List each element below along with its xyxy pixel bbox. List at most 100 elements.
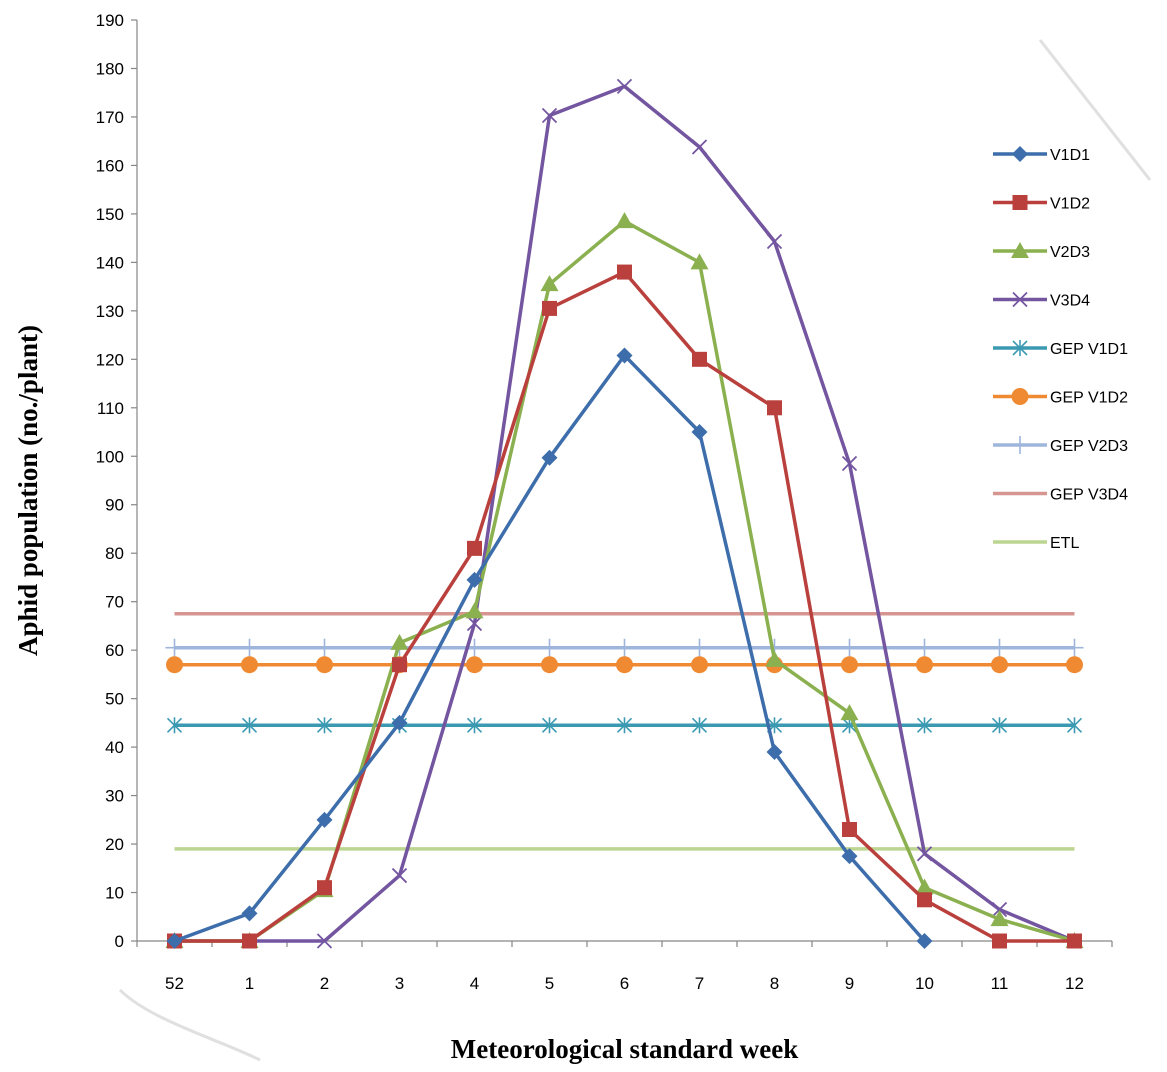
y-tick-label: 160	[96, 156, 124, 175]
y-tick-label: 140	[96, 253, 124, 272]
data-point-v3d4	[466, 615, 483, 632]
data-point-gep-v1d1	[616, 717, 633, 734]
legend-item-v2d3: V2D3	[993, 242, 1090, 261]
data-point-gep-v1d1	[241, 717, 258, 734]
series-gep-v1d1	[166, 717, 1083, 734]
data-point-v1d1	[316, 811, 333, 828]
data-point-gep-v1d1	[541, 717, 558, 734]
y-tick-label: 180	[96, 59, 124, 78]
data-point-v1d2	[617, 264, 632, 280]
data-point-gep-v1d1	[916, 717, 933, 734]
legend-label: V3D4	[1050, 293, 1090, 310]
y-tick-label: 100	[96, 447, 124, 466]
legend: V1D1 V1D2 V2D3 V3D4 GEP V1D1 GEP V1D2 GEP V2D3…	[993, 146, 1128, 552]
watermark	[118, 39, 1152, 1062]
data-point-gep-v2d3	[540, 638, 559, 657]
data-point-gep-v1d2	[1066, 656, 1083, 674]
data-point-gep-v1d1	[166, 717, 183, 734]
legend-marker	[1011, 436, 1029, 454]
x-tick-label: 6	[620, 974, 629, 993]
data-point-v1d2	[542, 300, 557, 316]
data-point-gep-v1d2	[916, 656, 933, 674]
data-point-gep-v1d2	[241, 656, 258, 674]
legend-marker	[1012, 340, 1028, 356]
data-point-v1d2	[1067, 933, 1082, 949]
legend-item-v1d2: V1D2	[993, 195, 1090, 213]
data-point-v2d3	[465, 602, 484, 619]
data-point-v2d3	[840, 704, 859, 721]
data-point-v2d3	[765, 650, 784, 667]
y-tick-label: 10	[105, 884, 124, 903]
y-tick-label: 150	[96, 205, 124, 224]
watermark-stroke	[118, 988, 261, 1062]
legend-marker	[1012, 146, 1028, 162]
legend-marker	[1011, 242, 1029, 258]
data-point-v1d2	[842, 822, 857, 838]
data-point-v1d1	[691, 424, 708, 441]
legend-marker	[1012, 291, 1028, 308]
legend-item-etl: ETL	[993, 535, 1079, 552]
data-point-gep-v2d3	[165, 638, 184, 657]
data-point-gep-v1d1	[1066, 717, 1083, 734]
data-point-gep-v2d3	[915, 638, 934, 657]
data-point-v1d2	[992, 933, 1007, 949]
data-point-gep-v1d1	[316, 717, 333, 734]
x-axis-title: Meteorological standard week	[451, 1034, 798, 1064]
series-layer	[165, 78, 1084, 949]
axes: 0102030405060708090100110120130140150160…	[96, 11, 1113, 993]
data-point-v3d4	[916, 846, 933, 862]
data-point-gep-v1d2	[316, 656, 333, 674]
x-tick-label: 12	[1065, 974, 1084, 993]
data-point-v2d3	[990, 910, 1009, 927]
data-point-v1d2	[917, 892, 932, 908]
legend-label: ETL	[1050, 535, 1079, 552]
x-tick-label: 52	[165, 974, 184, 993]
data-point-gep-v2d3	[315, 638, 334, 657]
x-tick-label: 5	[545, 974, 554, 993]
data-point-gep-v2d3	[990, 638, 1009, 657]
data-point-v1d2	[767, 400, 782, 416]
data-point-gep-v2d3	[840, 638, 859, 657]
y-tick-label: 130	[96, 302, 124, 321]
x-tick-label: 7	[695, 974, 704, 993]
data-point-v3d4	[691, 139, 708, 155]
data-point-gep-v1d1	[466, 717, 483, 734]
x-tick-label: 3	[395, 974, 404, 993]
y-tick-label: 20	[105, 835, 124, 854]
data-point-v1d1	[616, 347, 633, 364]
data-point-v1d2	[692, 351, 707, 367]
x-tick-label: 2	[320, 974, 329, 993]
data-point-gep-v1d2	[541, 656, 558, 674]
data-point-v1d1	[541, 449, 558, 466]
data-point-gep-v1d2	[991, 656, 1008, 674]
legend-label: GEP V1D2	[1050, 390, 1128, 407]
y-tick-label: 30	[105, 787, 124, 806]
series-line-v2d3	[174, 219, 1075, 943]
y-tick-label: 80	[105, 544, 124, 563]
y-tick-label: 40	[105, 738, 124, 757]
data-point-v2d3	[390, 633, 409, 650]
series-gep-v1d2	[166, 656, 1083, 674]
data-point-gep-v1d2	[616, 656, 633, 674]
data-point-v1d2	[392, 657, 407, 673]
y-tick-label: 110	[97, 399, 124, 418]
legend-label: GEP V3D4	[1050, 487, 1128, 504]
y-tick-label: 90	[105, 496, 124, 515]
data-point-v1d1	[241, 905, 258, 922]
y-tick-label: 60	[105, 641, 124, 660]
data-point-v2d3	[690, 253, 709, 270]
data-point-v1d1	[841, 848, 858, 865]
legend-item-v1d1: V1D1	[993, 146, 1090, 164]
data-point-gep-v1d2	[841, 656, 858, 674]
legend-label: GEP V1D1	[1050, 341, 1128, 358]
legend-label: V2D3	[1050, 244, 1090, 261]
legend-item-gep-v3d4: GEP V3D4	[993, 487, 1128, 504]
data-point-gep-v2d3	[690, 638, 709, 657]
legend-label: GEP V2D3	[1050, 438, 1128, 455]
legend-label: V1D2	[1050, 196, 1090, 213]
legend-marker	[1012, 195, 1028, 210]
legend-label: V1D1	[1050, 147, 1090, 164]
legend-item-gep-v2d3: GEP V2D3	[993, 436, 1128, 455]
series-v3d4	[166, 78, 1083, 949]
legend-item-gep-v1d2: GEP V1D2	[993, 388, 1128, 407]
